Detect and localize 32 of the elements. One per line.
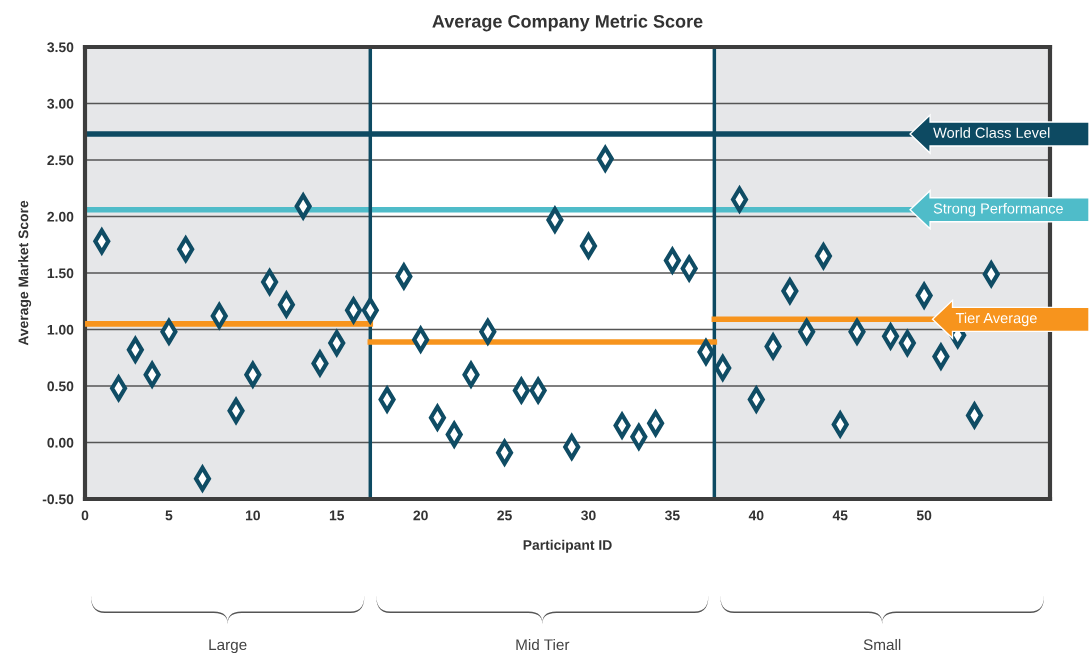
ref-line-label: World Class Level bbox=[933, 127, 1050, 138]
x-tick-label: 0 bbox=[81, 510, 89, 521]
text: Large bbox=[209, 639, 247, 654]
x-tick-label: 25 bbox=[497, 510, 512, 521]
x-tick-label: 50 bbox=[916, 510, 932, 521]
x-tick-label: 35 bbox=[664, 510, 680, 521]
point bbox=[579, 232, 598, 259]
y-axis-title: Average Market Score bbox=[18, 200, 32, 346]
x-axis-title: Participant ID bbox=[523, 539, 612, 553]
point bbox=[109, 375, 128, 402]
y-tick-label: 2.00 bbox=[47, 211, 74, 222]
x-tick-label: 30 bbox=[581, 510, 596, 521]
series-label: Tier Average bbox=[955, 312, 1037, 327]
y-tick-label: 3.00 bbox=[47, 98, 74, 109]
text: Mid Tier bbox=[516, 638, 570, 651]
y-tick-label: 0.00 bbox=[47, 437, 74, 448]
y-tick-label: 0.50 bbox=[47, 381, 74, 392]
x-tick-label: 5 bbox=[165, 510, 173, 521]
x-tick-label: 10 bbox=[245, 510, 260, 521]
y-tick-label: -0.50 bbox=[42, 494, 74, 505]
x-tick-label: 45 bbox=[832, 510, 848, 521]
ref-line-label: Strong Performance bbox=[933, 202, 1063, 217]
text: Small bbox=[863, 638, 901, 651]
point bbox=[814, 243, 833, 269]
x-tick-label: 40 bbox=[748, 510, 764, 521]
chart-title: Average Company Metric Score bbox=[432, 14, 703, 32]
x-tick-label: 15 bbox=[329, 510, 345, 521]
y-tick-label: 3.50 bbox=[47, 42, 74, 53]
x-tick-label: 20 bbox=[413, 510, 428, 521]
y-tick-label: 1.50 bbox=[47, 268, 74, 279]
y-tick-label: 2.50 bbox=[47, 155, 74, 166]
y-tick-label: 1.00 bbox=[47, 324, 74, 335]
